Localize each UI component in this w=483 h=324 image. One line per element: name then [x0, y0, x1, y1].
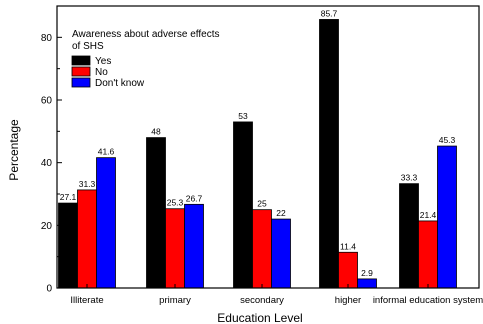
data-label: 2.9: [361, 268, 373, 278]
data-label: 25: [257, 199, 267, 209]
legend-label-2: Don't know: [95, 78, 145, 89]
x-tick-label: primary: [159, 295, 191, 306]
bar-don-t-know-0: [96, 157, 116, 289]
bar-no-4: [418, 220, 438, 289]
data-label: 33.3: [401, 173, 418, 183]
data-label: 26.7: [186, 193, 203, 203]
data-label: 25.3: [167, 198, 184, 208]
x-tick-label: higher: [335, 295, 361, 306]
plot-frame: [56, 5, 480, 289]
bar-yes-2: [233, 121, 253, 289]
bar-yes-0: [58, 202, 78, 289]
data-label: 22: [276, 208, 286, 218]
data-label: 85.7: [321, 8, 338, 18]
y-tick-label: 20: [41, 221, 53, 232]
legend-title-line1: Awareness about adverse effects: [72, 29, 220, 40]
legend-label-1: No: [95, 67, 108, 78]
y-axis-title: Percentage: [7, 119, 21, 181]
data-label: 41.6: [98, 147, 115, 157]
data-label: 21.4: [420, 210, 437, 220]
y-tick-label: 40: [41, 158, 53, 169]
legend-swatch-2: [71, 77, 91, 88]
bar-no-1: [165, 208, 185, 289]
x-tick-label: informal education system: [373, 295, 483, 306]
legend: Awareness about adverse effects of SHS Y…: [71, 29, 220, 89]
x-tick-label: secondary: [240, 295, 284, 306]
y-tick-label: 60: [41, 96, 53, 107]
data-label: 48: [151, 127, 161, 137]
legend-label-0: Yes: [95, 56, 111, 67]
legend-swatch-1: [71, 66, 91, 77]
bar-don-t-know-2: [271, 218, 291, 289]
bars-layer: [58, 19, 457, 289]
data-label: 31.3: [79, 179, 96, 189]
bar-don-t-know-1: [184, 203, 204, 289]
bar-no-0: [77, 189, 97, 289]
bar-yes-4: [399, 183, 419, 289]
x-tick-label: Illiterate: [70, 295, 103, 306]
x-axis-title: Education Level: [217, 311, 302, 324]
bar-don-t-know-4: [437, 145, 457, 289]
bar-no-3: [338, 251, 358, 289]
bar-don-t-know-3: [357, 278, 377, 289]
y-tick-label: 80: [41, 33, 53, 44]
data-label: 53: [238, 111, 248, 121]
bar-no-2: [252, 209, 272, 289]
legend-title-line2: of SHS: [72, 41, 104, 52]
bar-yes-1: [146, 137, 166, 289]
axes-layer: Illiterate primary secondary higher informal…: [41, 5, 483, 306]
data-labels-layer: 27.131.3 41.6 48 25.3 26.7 53 25 22 85.7 11.4 2.9 3…: [60, 8, 456, 277]
data-label: 45.3: [439, 135, 456, 145]
legend-swatch-0: [71, 55, 91, 66]
data-label: 27.1: [60, 192, 77, 202]
data-label: 11.4: [340, 241, 356, 251]
bar-yes-3: [319, 19, 339, 289]
y-tick-label: 0: [46, 284, 52, 295]
